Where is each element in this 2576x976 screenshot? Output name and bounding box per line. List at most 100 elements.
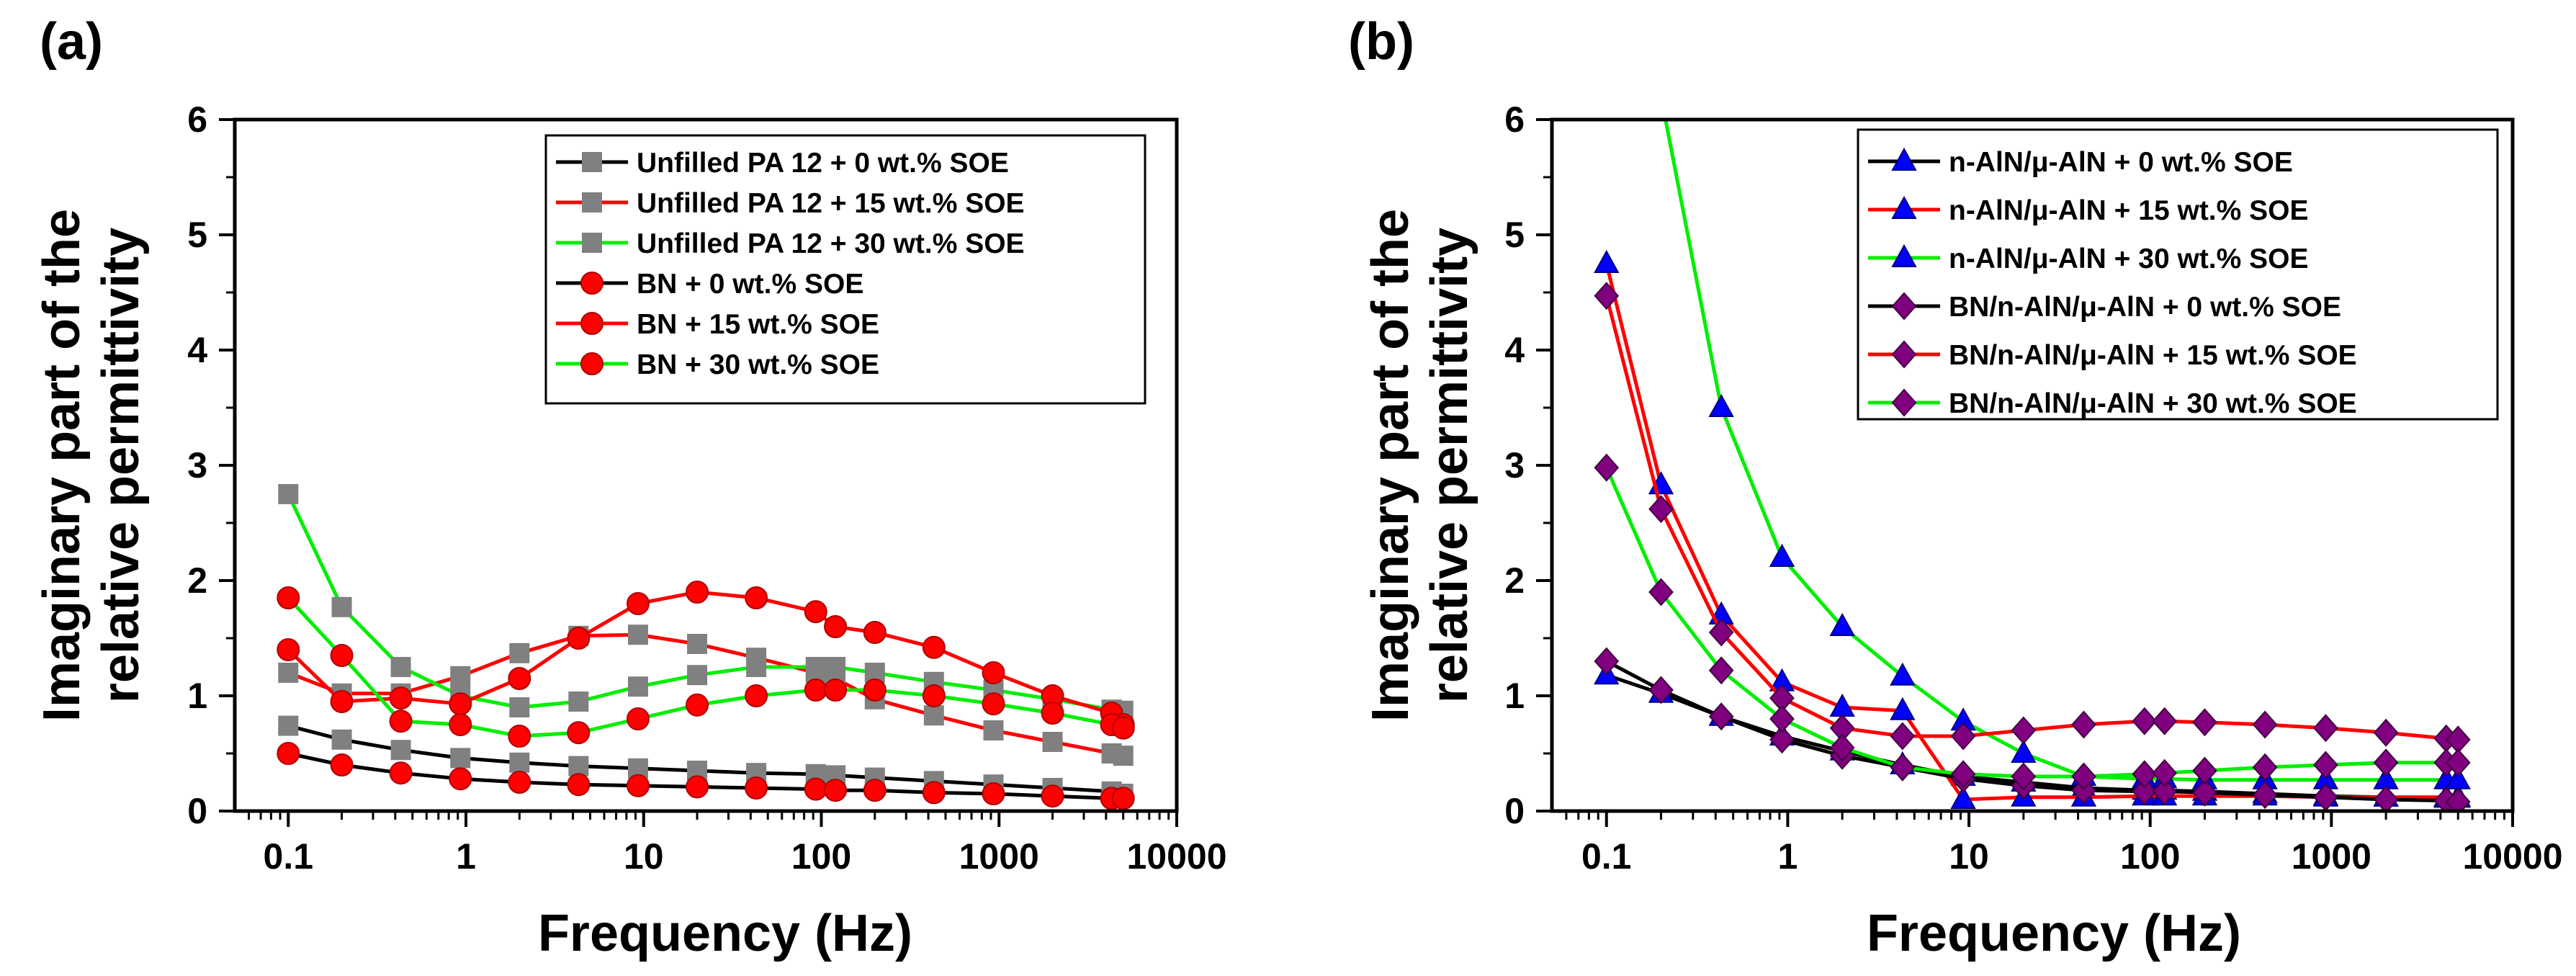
ticks-b: 0.1 1 10 100 1000 10000 0 1 2 3 4 5 6 <box>1504 99 2562 877</box>
series-b-4 <box>1594 282 2471 754</box>
data-point-a-5-16 <box>1111 716 1135 740</box>
y-tick-label-a-4: 4 <box>187 330 207 370</box>
series-b <box>1594 84 2471 811</box>
x-tick-label-a-1: 1 <box>456 836 476 877</box>
legend-marker-a-0 <box>582 152 602 172</box>
data-point-a-3-4 <box>508 771 531 794</box>
data-point-b-4-14 <box>2373 718 2399 747</box>
data-point-b-3-9 <box>2132 777 2158 806</box>
y-axis-title-b: Imaginary part of the relative permittiv… <box>1362 209 1478 722</box>
x-tick-label-a-3: 100 <box>791 836 851 877</box>
legend-box-b <box>1857 128 2499 421</box>
data-point-a-5-10 <box>824 679 848 702</box>
data-point-b-5-12 <box>2252 753 2278 782</box>
data-point-a-4-1 <box>330 690 354 713</box>
data-point-a-4-2 <box>389 686 413 710</box>
data-point-b-5-9 <box>2132 760 2158 789</box>
data-point-b-2-3 <box>1769 543 1795 567</box>
data-point-a-4-13 <box>982 661 1005 684</box>
y-tick-label-b-0: 0 <box>1504 791 1525 831</box>
data-point-a-3-1 <box>330 753 354 776</box>
data-point-a-0-5 <box>568 756 589 776</box>
data-point-a-5-13 <box>982 692 1005 716</box>
data-point-a-1-12 <box>923 705 944 726</box>
data-point-a-0-0 <box>278 715 299 736</box>
y-tick-label-b-2: 2 <box>1504 560 1525 601</box>
data-point-a-5-6 <box>626 707 650 730</box>
data-point-b-2-1 <box>1650 84 1673 105</box>
legend-rows-a: Unfilled PA 12 + 0 wt.% SOE Unfilled PA 1… <box>556 148 1025 380</box>
data-point-a-1-14 <box>1042 732 1063 752</box>
x-tick-label-a-5: 10000 <box>1126 836 1226 877</box>
data-point-a-5-5 <box>567 721 591 745</box>
data-point-a-3-7 <box>686 775 709 799</box>
data-point-a-4-7 <box>686 581 709 604</box>
legend-item-a-3: BN + 0 wt.% SOE <box>556 269 863 300</box>
data-point-b-4-2 <box>1708 618 1734 647</box>
y-axis-title-line2-a: relative permittivity <box>92 228 150 703</box>
data-point-b-4-1 <box>1648 495 1674 524</box>
legend-marker-b-0 <box>1891 147 1917 171</box>
plot-frame-a <box>233 117 1179 813</box>
legend-item-a-0: Unfilled PA 12 + 0 wt.% SOE <box>556 148 1009 179</box>
data-point-a-3-0 <box>277 742 300 765</box>
data-point-b-4-10 <box>2152 707 2177 735</box>
data-point-b-1-6 <box>1950 785 1976 809</box>
data-point-b-5-6 <box>1950 760 1976 789</box>
data-point-a-2-10 <box>825 657 846 677</box>
y-tick-label-b-1: 1 <box>1504 676 1525 716</box>
data-point-a-2-5 <box>568 691 589 712</box>
data-point-b-5-8 <box>2071 762 2096 791</box>
legend-marker-b-5 <box>1891 388 1917 417</box>
data-point-a-2-1 <box>331 596 352 617</box>
data-point-a-3-12 <box>922 781 946 805</box>
data-point-a-4-8 <box>745 586 768 609</box>
data-point-b-5-10 <box>2152 758 2177 787</box>
y-axis-title-line1-a: Imaginary part of the <box>33 209 91 722</box>
data-point-b-2-4 <box>1829 612 1855 636</box>
data-point-a-5-9 <box>804 679 827 702</box>
legend-a: Unfilled PA 12 + 0 wt.% SOE Unfilled PA 1… <box>544 134 1146 405</box>
y-tick-label-b-4: 4 <box>1504 330 1525 370</box>
legend-b: n-AlN/μ-AlN + 0 wt.% SOE n-AlN/μ-AlN + 15… <box>1857 128 2499 421</box>
x-axis-title-a: Frequency (Hz) <box>538 905 912 962</box>
legend-label-a-4: BN + 15 wt.% SOE <box>637 309 879 340</box>
legend-item-a-2: Unfilled PA 12 + 30 wt.% SOE <box>556 228 1025 259</box>
data-point-a-4-10 <box>824 615 848 638</box>
y-tick-label-b-3: 3 <box>1504 445 1525 485</box>
data-point-b-3-10 <box>2152 777 2177 806</box>
data-point-a-3-2 <box>389 761 413 785</box>
panel-b: (b) Imaginary part of the relative permi… <box>1348 13 2563 962</box>
data-point-a-0-1 <box>331 729 352 750</box>
plot-frame-b <box>1550 117 2515 813</box>
legend-marker-a-3 <box>580 272 603 295</box>
data-point-b-5-0 <box>1594 453 1620 482</box>
legend-item-b-4: BN/n-AlN/μ-AlN + 15 wt.% SOE <box>1868 340 2357 371</box>
y-tick-label-a-2: 2 <box>187 560 207 601</box>
data-point-a-5-3 <box>449 713 472 736</box>
data-point-a-1-4 <box>509 643 530 663</box>
data-point-b-3-16 <box>2445 787 2471 811</box>
series-a-3 <box>277 742 1135 810</box>
x-tick-label-a-2: 10 <box>624 836 664 877</box>
data-point-b-2-2 <box>1708 393 1734 417</box>
data-point-b-1-0 <box>1594 249 1620 273</box>
legend-item-b-5: BN/n-AlN/μ-AlN + 30 wt.% SOE <box>1868 388 2357 419</box>
panel-label-a: (a) <box>40 13 103 71</box>
y-tick-label-b-5: 5 <box>1504 215 1525 255</box>
data-point-a-5-0 <box>277 586 300 609</box>
y-tick-label-a-6: 6 <box>187 99 207 140</box>
legend-marker-a-5 <box>580 352 603 375</box>
data-point-a-5-7 <box>686 693 709 717</box>
x-tick-label-b-5: 10000 <box>2462 836 2562 877</box>
x-tick-label-b-1: 1 <box>1777 836 1798 877</box>
legend-label-a-3: BN + 0 wt.% SOE <box>637 269 863 300</box>
data-point-a-3-14 <box>1041 784 1064 808</box>
series-a-0 <box>278 715 1134 804</box>
data-point-b-4-6 <box>1950 722 1976 751</box>
legend-marker-a-1 <box>582 192 602 212</box>
data-point-a-4-11 <box>863 621 887 644</box>
data-point-b-3-11 <box>2192 778 2217 807</box>
data-point-a-2-2 <box>390 657 411 677</box>
